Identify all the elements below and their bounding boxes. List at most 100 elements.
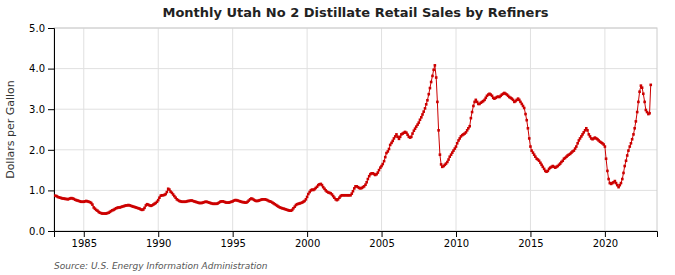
marker <box>636 111 639 114</box>
marker <box>377 171 380 174</box>
x-tick-label: 2000 <box>295 238 320 249</box>
marker <box>628 145 631 148</box>
y-tick-label: 1.0 <box>29 185 45 196</box>
marker <box>631 138 634 141</box>
marker <box>429 87 432 90</box>
x-tick-mark <box>307 231 308 237</box>
marker <box>447 158 450 161</box>
marker <box>620 182 623 185</box>
x-tick-mark <box>84 231 85 237</box>
x-tick-mark <box>233 231 234 237</box>
marker <box>468 125 471 128</box>
x-axis: 19851990199520002005201020152020 <box>55 231 658 249</box>
marker <box>395 133 398 136</box>
marker <box>630 142 633 145</box>
y-tick: 4.0 <box>29 63 54 74</box>
marker <box>381 163 384 166</box>
marker <box>623 165 626 168</box>
marker <box>626 154 629 157</box>
chart: 198519901995200020052010201520200.01.02.… <box>0 0 675 275</box>
marker <box>528 137 531 140</box>
x-tick: 1995 <box>220 231 245 249</box>
y-tick-mark <box>48 190 54 191</box>
x-tick: 2010 <box>444 231 469 249</box>
x-tick-label: 2015 <box>518 238 543 249</box>
x-tick-label: 2010 <box>444 238 469 249</box>
marker <box>367 178 370 181</box>
marker <box>638 90 641 93</box>
marker <box>350 192 353 195</box>
y-grid-line <box>54 68 657 69</box>
marker <box>431 75 434 78</box>
marker <box>388 148 391 151</box>
marker <box>622 172 625 175</box>
marker <box>432 69 435 72</box>
marker <box>166 191 169 194</box>
marker <box>437 129 440 132</box>
marker <box>436 101 439 104</box>
line <box>55 65 651 213</box>
y-tick: 5.0 <box>29 23 54 34</box>
marker <box>157 199 160 202</box>
title: Monthly Utah No 2 Distillate Retail Sale… <box>162 5 548 20</box>
y-tick-mark <box>48 150 54 151</box>
marker <box>387 150 390 153</box>
x-tick-mark <box>530 231 531 237</box>
marker <box>525 119 528 122</box>
marker <box>306 196 309 199</box>
marker <box>352 190 355 193</box>
x-tick: 2005 <box>369 231 394 249</box>
y-tick: 2.0 <box>29 145 54 156</box>
x-tick: 1985 <box>72 231 97 249</box>
marker <box>637 101 640 104</box>
marker <box>434 64 437 67</box>
marker <box>419 118 422 121</box>
x-tick: 2020 <box>593 231 618 249</box>
x-grid-line <box>456 28 457 231</box>
marker <box>607 178 610 181</box>
marker <box>635 120 638 123</box>
marker <box>642 92 645 95</box>
marker <box>435 76 438 79</box>
marker <box>470 117 473 120</box>
y-tick-label: 4.0 <box>29 63 45 74</box>
marker <box>649 84 652 87</box>
marker <box>417 121 420 124</box>
y-grid-line <box>54 190 657 191</box>
y-axis-title: Dollars per Gallon <box>4 80 17 179</box>
series <box>54 64 652 215</box>
marker <box>430 81 433 84</box>
x-grid-line <box>530 28 531 231</box>
marker <box>439 153 442 156</box>
marker <box>424 107 427 110</box>
marker <box>575 145 578 148</box>
marker <box>605 157 608 160</box>
x-tick: 2015 <box>518 231 543 249</box>
plot-area: 198519901995200020052010201520200.01.02.… <box>29 23 657 249</box>
marker <box>383 160 386 163</box>
y-tick-label: 5.0 <box>29 23 45 34</box>
x-grid-line <box>381 28 382 231</box>
marker <box>410 136 413 139</box>
y-grid-line <box>54 109 657 110</box>
y-tick-label: 0.0 <box>29 226 45 237</box>
marker <box>455 145 458 148</box>
y-tick-label: 2.0 <box>29 145 45 156</box>
grid <box>54 28 657 231</box>
marker <box>391 140 394 143</box>
x-tick-mark <box>605 231 606 237</box>
x-tick-mark <box>456 231 457 237</box>
y-tick-mark <box>48 109 54 110</box>
marker <box>606 170 609 173</box>
marker <box>411 132 414 135</box>
x-tick: 2000 <box>295 231 320 249</box>
marker <box>91 203 94 206</box>
x-tick-mark <box>382 231 383 237</box>
marker <box>648 112 651 115</box>
x-grid-line <box>158 28 159 231</box>
marker <box>471 111 474 114</box>
marker <box>523 107 526 110</box>
marker <box>440 163 443 166</box>
marker <box>421 113 424 116</box>
marker <box>641 86 644 89</box>
